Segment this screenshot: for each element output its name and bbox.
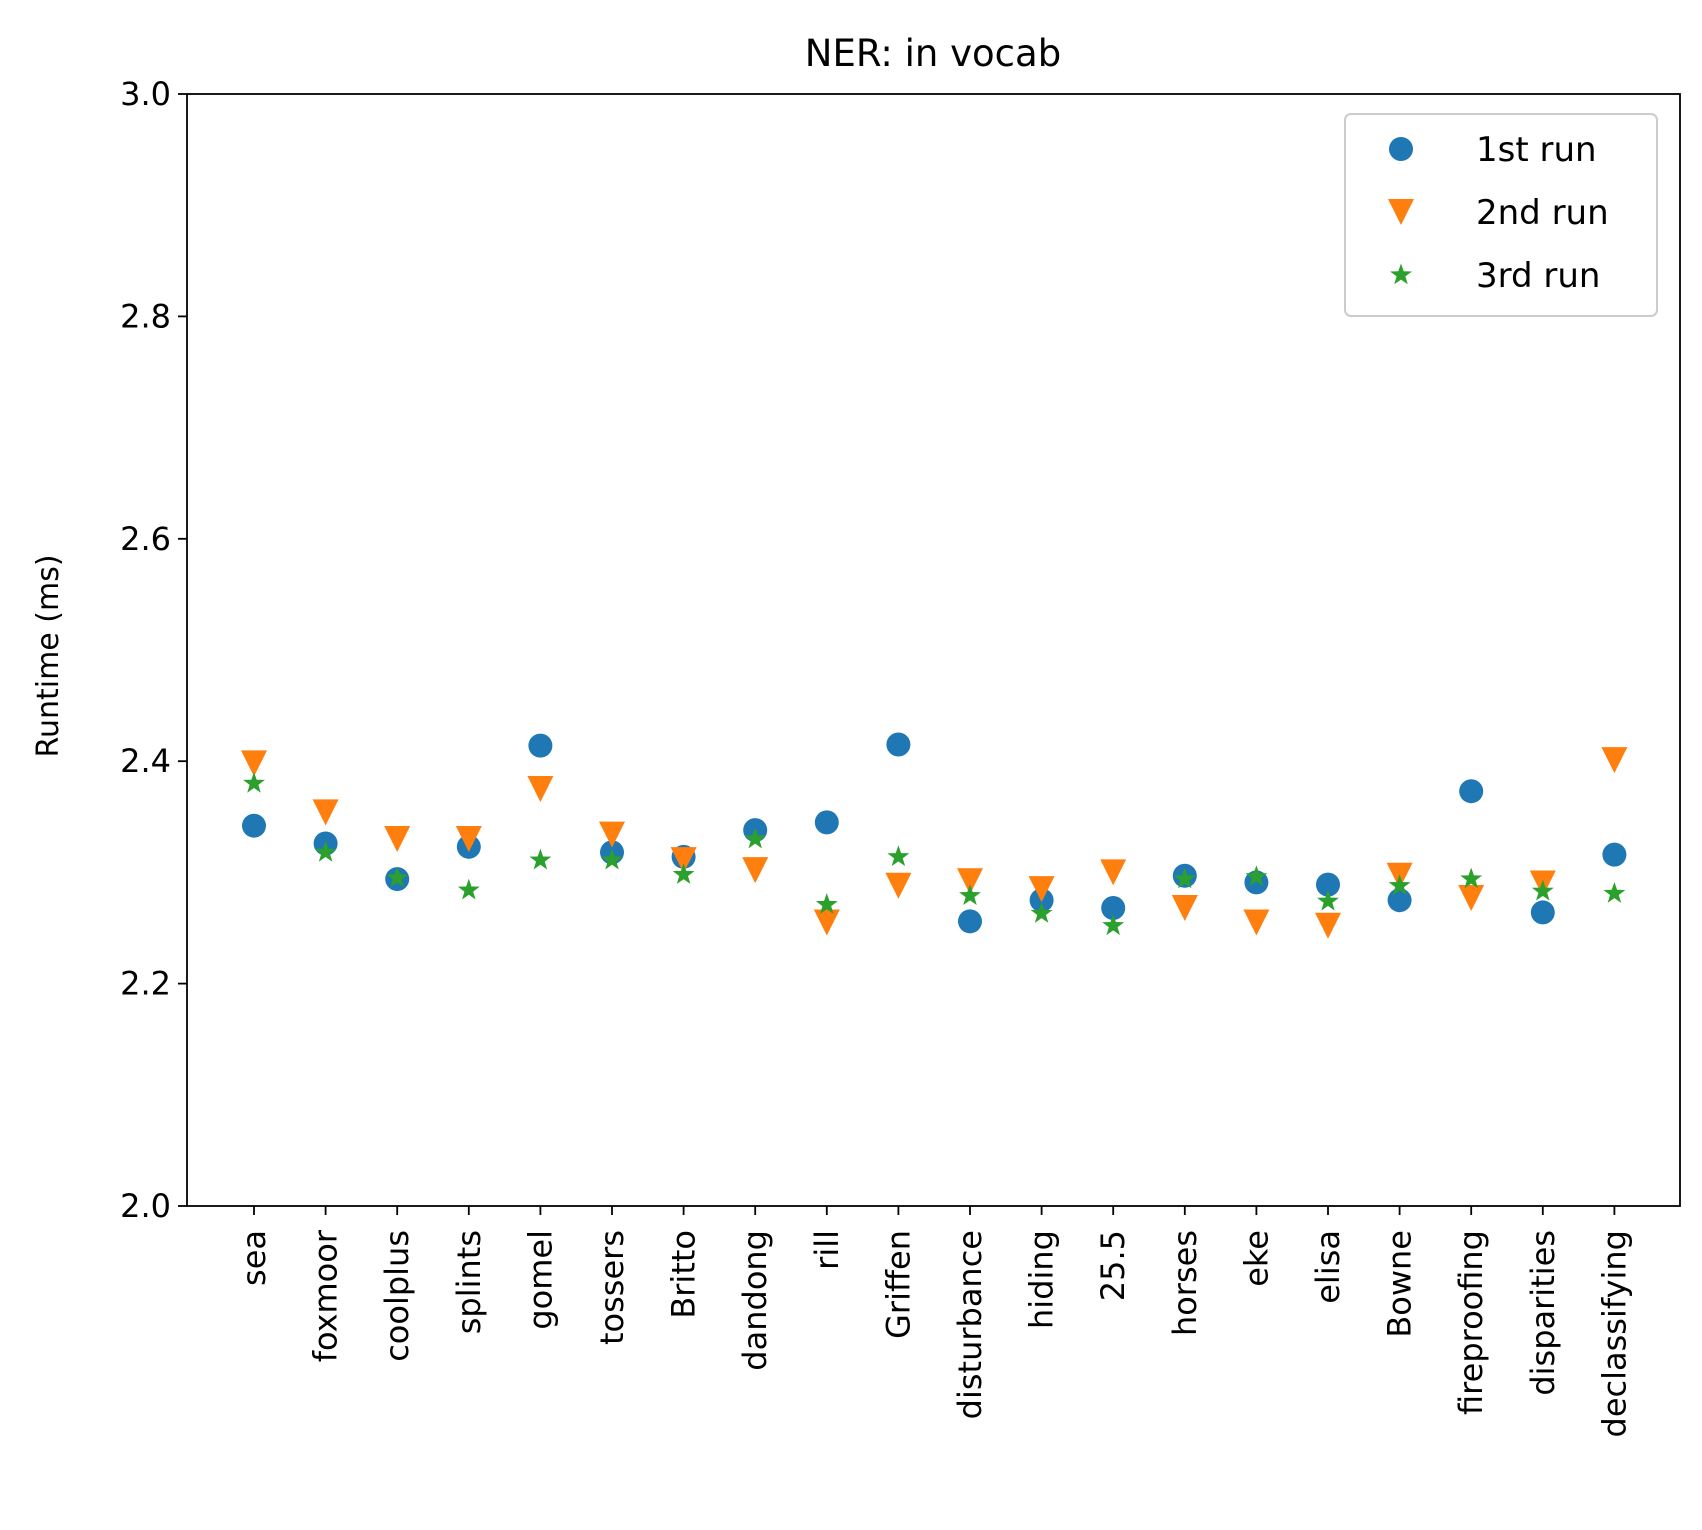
x-tick-label: declassifying bbox=[1595, 1230, 1633, 1437]
data-point bbox=[814, 810, 839, 835]
legend-marker bbox=[1388, 199, 1414, 225]
y-tick-label: 2.4 bbox=[120, 742, 171, 780]
data-point bbox=[1460, 867, 1483, 889]
x-tick-label: Britto bbox=[665, 1230, 703, 1319]
data-point bbox=[1102, 914, 1125, 936]
legend-marker bbox=[1389, 137, 1413, 161]
data-point bbox=[1602, 842, 1627, 867]
plot-area bbox=[241, 732, 1628, 939]
x-tick-label: horses bbox=[1166, 1230, 1204, 1336]
legend-box bbox=[1344, 113, 1658, 317]
data-point bbox=[1245, 865, 1268, 887]
data-point bbox=[242, 813, 266, 838]
x-tick-label: dandong bbox=[736, 1230, 774, 1371]
y-axis-label: Runtime (ms) bbox=[31, 554, 66, 757]
data-point bbox=[243, 771, 265, 793]
legend: 1st run 2nd run 3rd run bbox=[1344, 113, 1658, 317]
x-tick-label: coolplus bbox=[378, 1230, 416, 1362]
data-point bbox=[1101, 895, 1126, 920]
series-3 bbox=[243, 771, 1626, 936]
data-point bbox=[314, 840, 337, 862]
data-point bbox=[528, 733, 553, 758]
chart-title: NER: in vocab bbox=[805, 32, 1061, 75]
data-point bbox=[1173, 867, 1196, 889]
x-tick-label: hiding bbox=[1023, 1230, 1061, 1329]
data-point bbox=[312, 799, 339, 826]
data-point bbox=[887, 845, 910, 867]
x-tick-label: foxmoor bbox=[307, 1229, 345, 1362]
x-tick-label: eke bbox=[1237, 1230, 1275, 1287]
data-point bbox=[384, 826, 411, 853]
data-point bbox=[672, 863, 695, 884]
data-point bbox=[959, 884, 981, 906]
data-point bbox=[1317, 889, 1339, 911]
x-tick-label: gomel bbox=[521, 1230, 559, 1330]
x-tick-label: disturbance bbox=[951, 1230, 989, 1419]
x-tick-label: disparities bbox=[1524, 1230, 1562, 1396]
y-tick-label: 3.0 bbox=[120, 75, 171, 113]
series-2 bbox=[241, 747, 1628, 939]
legend-marker bbox=[1390, 263, 1412, 285]
data-point bbox=[958, 909, 982, 934]
x-tick-label: Griffen bbox=[879, 1230, 917, 1339]
data-point bbox=[813, 909, 840, 936]
data-point bbox=[386, 866, 409, 888]
plot-frame bbox=[186, 93, 1681, 1207]
data-point bbox=[742, 857, 769, 884]
data-point bbox=[1530, 900, 1555, 925]
data-point bbox=[1387, 888, 1412, 913]
data-point bbox=[1458, 884, 1485, 911]
legend-label: 1st run bbox=[1476, 130, 1597, 170]
data-point bbox=[957, 868, 983, 895]
y-tick-label: 2.8 bbox=[120, 297, 171, 335]
x-tick-label: tossers bbox=[593, 1230, 631, 1345]
x-tick-label: 25.5 bbox=[1094, 1230, 1132, 1301]
data-point bbox=[1531, 879, 1554, 901]
data-point bbox=[1030, 902, 1053, 923]
data-point bbox=[1028, 876, 1055, 903]
data-point bbox=[599, 821, 625, 848]
x-tick-label: rill bbox=[808, 1230, 846, 1270]
data-point bbox=[1171, 894, 1198, 921]
y-tick-label: 2.6 bbox=[120, 520, 171, 558]
data-point bbox=[601, 848, 623, 870]
data-point bbox=[815, 893, 838, 914]
data-point bbox=[1388, 874, 1411, 896]
x-tick-label: splints bbox=[450, 1230, 488, 1334]
data-point bbox=[1316, 872, 1340, 897]
x-tick-label: Bowne bbox=[1381, 1230, 1419, 1338]
data-point bbox=[455, 826, 482, 853]
data-point bbox=[670, 847, 697, 874]
data-point bbox=[1601, 747, 1628, 774]
y-axis: 2.0 2.2 2.4 2.6 2.8 3.0 bbox=[120, 75, 187, 1225]
data-point bbox=[1100, 859, 1127, 886]
data-point bbox=[241, 750, 267, 777]
data-point bbox=[1315, 912, 1341, 939]
data-point bbox=[1459, 779, 1484, 804]
x-axis: sea foxmoor coolplus splints gomel tossers Bri… bbox=[235, 1206, 1633, 1437]
legend-label: 2nd run bbox=[1476, 193, 1609, 233]
x-tick-label: fireproofing bbox=[1452, 1230, 1490, 1415]
data-point bbox=[1243, 909, 1270, 936]
x-tick-label: elisa bbox=[1309, 1230, 1347, 1304]
y-tick-label: 2.0 bbox=[120, 1187, 171, 1225]
data-point bbox=[529, 848, 552, 870]
data-point bbox=[527, 776, 554, 802]
legend-label: 3rd run bbox=[1476, 256, 1600, 296]
x-tick-label: sea bbox=[235, 1230, 273, 1286]
y-tick-label: 2.2 bbox=[120, 965, 171, 1003]
data-point bbox=[886, 732, 911, 757]
data-point bbox=[885, 872, 912, 899]
data-point bbox=[457, 878, 480, 900]
data-point bbox=[744, 827, 767, 849]
data-point bbox=[1603, 882, 1626, 903]
